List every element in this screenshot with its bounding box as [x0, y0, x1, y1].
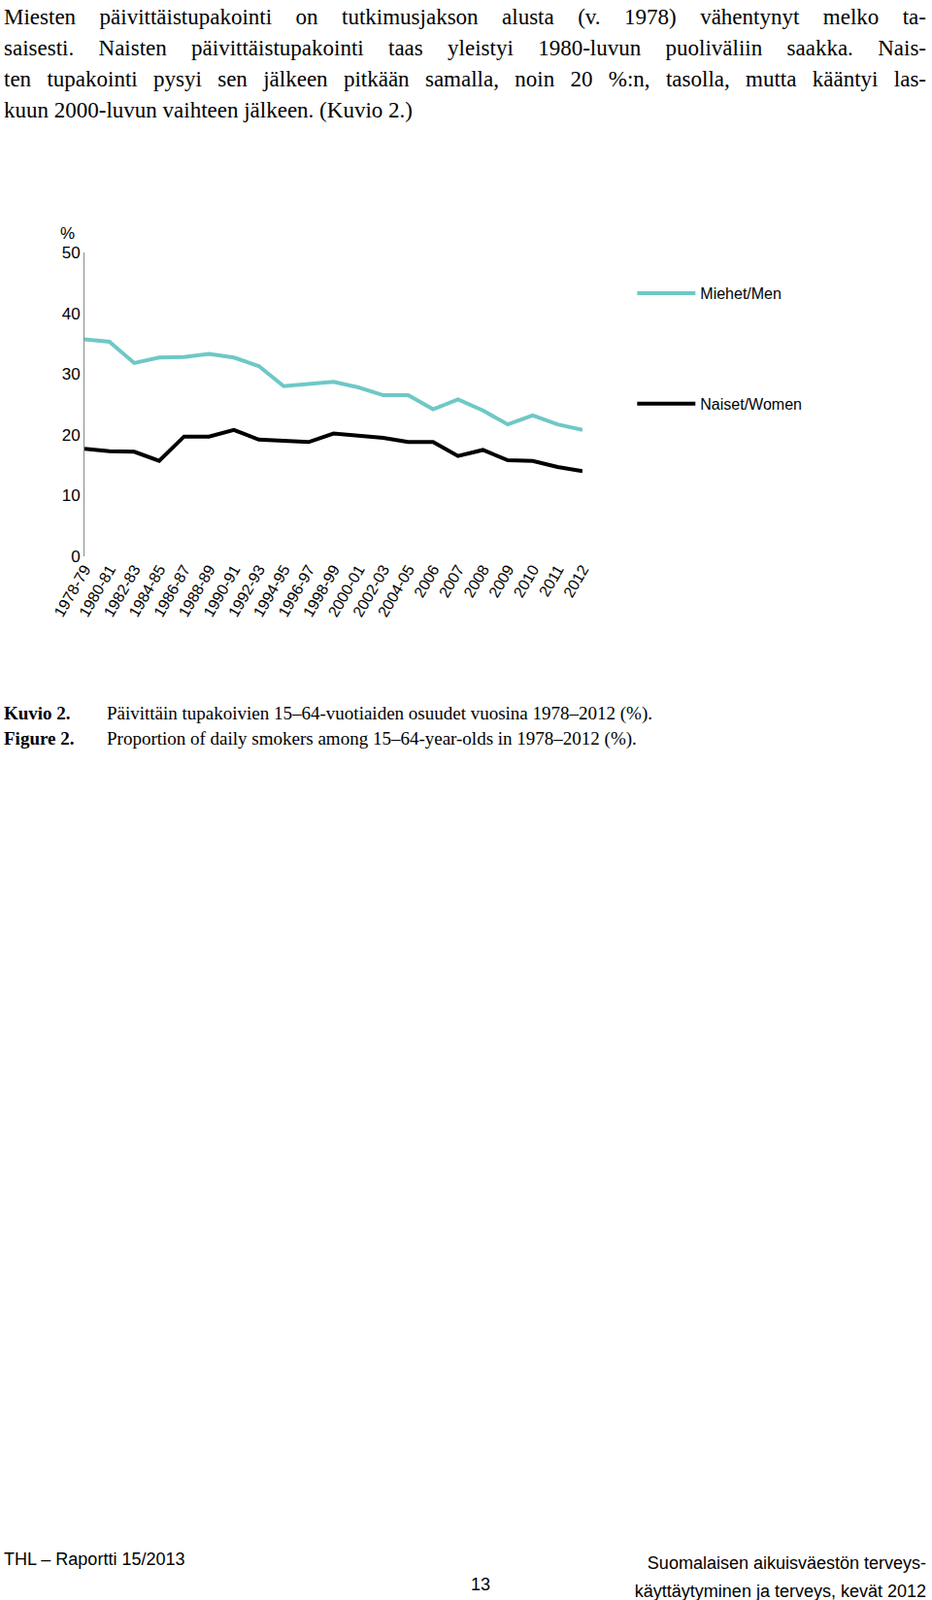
html-text:ten tupakointi pysyi sen jälke: ten tupakointi pysyi sen jälkeen pitkään…: [3, 66, 927, 92]
svg-text:2008: 2008: [460, 562, 493, 600]
svg-text:2006: 2006: [410, 562, 443, 600]
svg-text:2012: 2012: [560, 562, 593, 600]
svg-text:2000-01: 2000-01: [325, 562, 368, 620]
html-text:kuun 2000-luvun vaihteen jälke: kuun 2000-luvun vaihteen jälkeen. (Kuvio…: [3, 98, 413, 123]
svg-text:30: 30: [62, 365, 81, 384]
svg-text:1994-95: 1994-95: [250, 562, 294, 620]
html-text:Miesten päivittäistupakointi o: Miesten päivittäistupakointi on tutkimus…: [3, 4, 927, 30]
svg-text:0: 0: [70, 547, 80, 566]
svg-text:1986-87: 1986-87: [150, 562, 194, 620]
html-text:Proportion of daily smokers am: Proportion of daily smokers among 15–64-…: [106, 728, 637, 749]
svg-text:1980-81: 1980-81: [75, 562, 119, 620]
svg-text:%: %: [60, 224, 75, 243]
svg-text:1984-85: 1984-85: [125, 562, 168, 620]
svg-text:2010: 2010: [510, 562, 543, 600]
svg-text:40: 40: [62, 304, 81, 324]
svg-text:1988-89: 1988-89: [175, 562, 219, 620]
svg-text:1990-91: 1990-91: [199, 562, 243, 620]
html-text:13: 13: [470, 1574, 491, 1595]
svg-text:Miehet/Men: Miehet/Men: [699, 285, 782, 302]
svg-text:1992-93: 1992-93: [225, 562, 268, 620]
svg-text:2011: 2011: [535, 562, 567, 600]
html-text:Suomalaisen aikuisväestön terv: Suomalaisen aikuisväestön terveys-: [647, 1553, 927, 1573]
svg-text:2002-03: 2002-03: [349, 562, 393, 620]
svg-text:1998-99: 1998-99: [299, 562, 343, 620]
html-text:THL – Raportti 15/2013: THL – Raportti 15/2013: [3, 1549, 185, 1569]
svg-text:1978-79: 1978-79: [50, 562, 94, 620]
svg-text:20: 20: [62, 426, 81, 445]
html-text:Kuvio 2.: Kuvio 2.: [3, 702, 71, 724]
html-text:Päivittäin tupakoivien 15–64-v: Päivittäin tupakoivien 15–64-vuotiaiden …: [106, 702, 653, 724]
svg-text:Naiset/Women: Naiset/Women: [699, 396, 802, 413]
svg-text:2009: 2009: [485, 562, 518, 600]
html-text:saisesti. Naisten päivittäistu: saisesti. Naisten päivittäistupakointi t…: [3, 35, 927, 61]
html-text:käyttäytyminen ja terveys, kev: käyttäytyminen ja terveys, kevät 2012: [634, 1581, 927, 1600]
html-text:Figure 2.: Figure 2.: [3, 728, 75, 749]
svg-text:2007: 2007: [435, 562, 468, 600]
svg-text:1996-97: 1996-97: [274, 562, 318, 620]
svg-text:50: 50: [62, 243, 81, 263]
svg-text:10: 10: [62, 486, 81, 505]
svg-text:2004-05: 2004-05: [374, 562, 418, 620]
svg-text:1982-83: 1982-83: [100, 562, 144, 620]
